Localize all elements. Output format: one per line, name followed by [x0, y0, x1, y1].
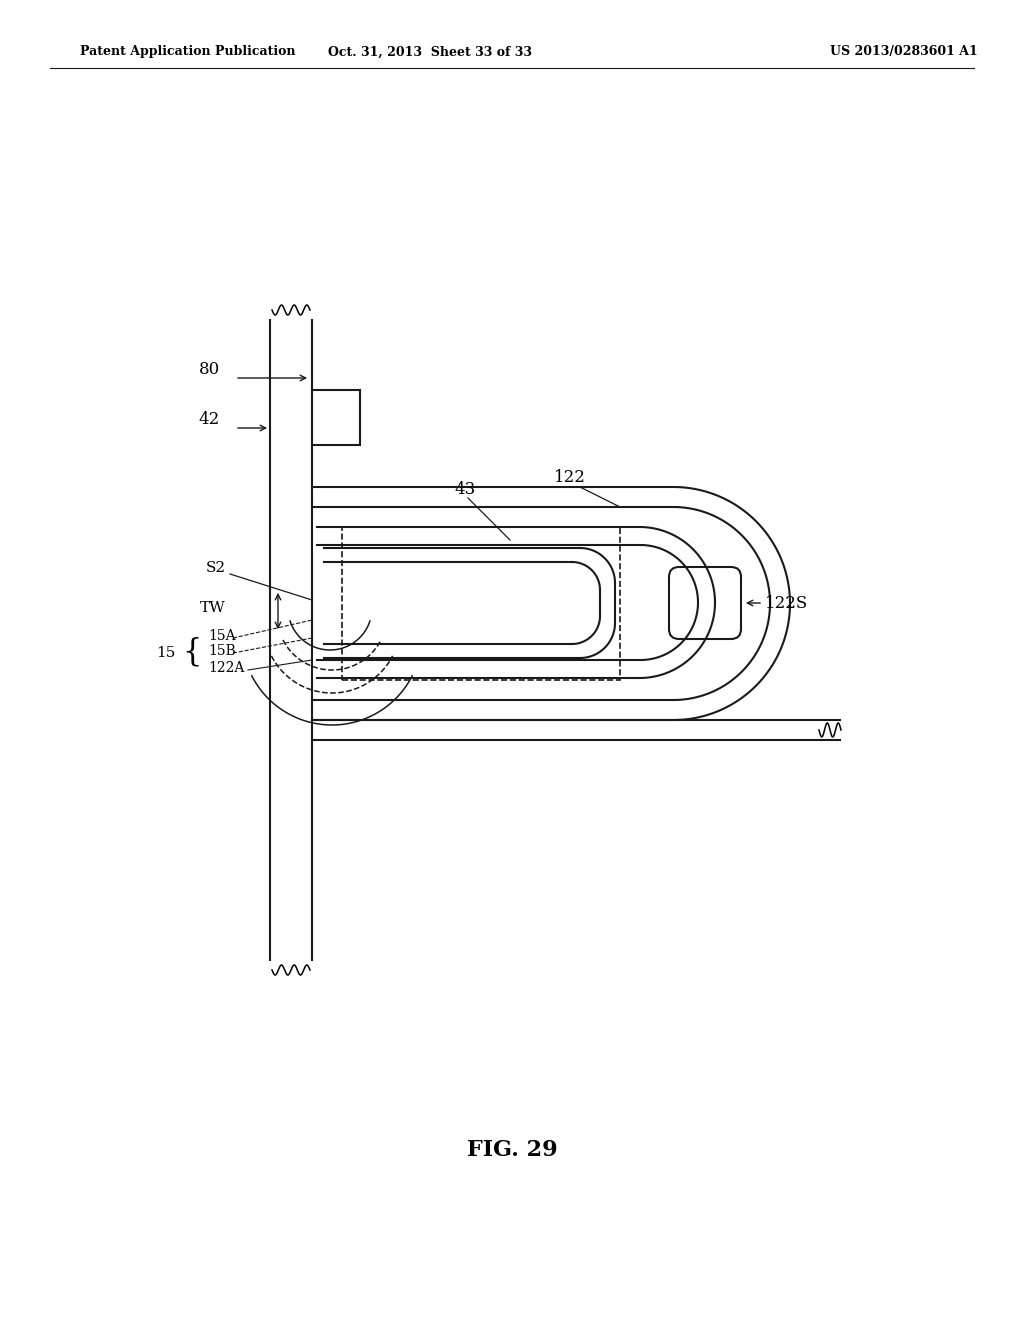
Bar [342, 527, 620, 680]
Text: FIG. 29: FIG. 29 [467, 1139, 557, 1162]
Text: 122: 122 [554, 470, 586, 487]
Text: 15A: 15A [208, 630, 236, 643]
Text: S2: S2 [206, 561, 226, 576]
Text: 122S: 122S [765, 594, 808, 611]
Text: 15B: 15B [208, 644, 236, 657]
Text: 42: 42 [199, 412, 220, 429]
Text: 122A: 122A [208, 661, 245, 675]
Text: 80: 80 [199, 362, 220, 379]
Text: Patent Application Publication: Patent Application Publication [80, 45, 296, 58]
Text: 15: 15 [157, 645, 176, 660]
FancyBboxPatch shape [669, 568, 741, 639]
Text: Oct. 31, 2013  Sheet 33 of 33: Oct. 31, 2013 Sheet 33 of 33 [328, 45, 532, 58]
Text: US 2013/0283601 A1: US 2013/0283601 A1 [830, 45, 978, 58]
Text: {: { [182, 636, 202, 668]
Text: TW: TW [201, 601, 226, 615]
Text: 43: 43 [455, 482, 475, 499]
